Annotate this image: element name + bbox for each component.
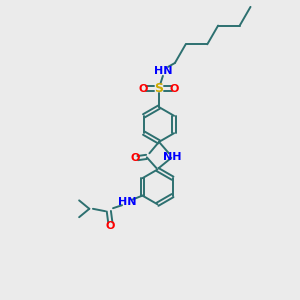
Text: S: S [154, 82, 164, 95]
Text: NH: NH [163, 152, 182, 162]
Text: O: O [130, 153, 140, 164]
Text: HN: HN [154, 65, 173, 76]
Text: O: O [139, 83, 148, 94]
Text: HN: HN [118, 197, 137, 207]
Text: O: O [170, 83, 179, 94]
Text: O: O [106, 221, 115, 231]
